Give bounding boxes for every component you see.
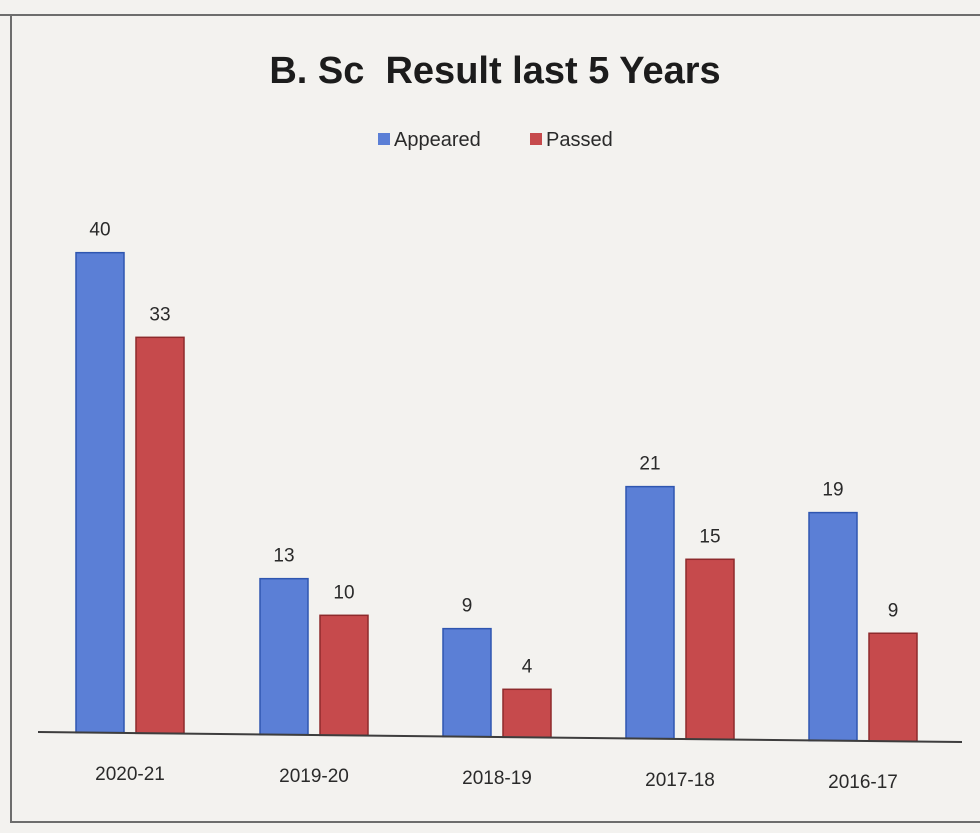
data-label-passed-2017-18: 15	[699, 526, 720, 547]
data-label-passed-2016-17: 9	[888, 600, 899, 621]
data-label-appeared-2017-18: 21	[639, 454, 660, 475]
data-label-appeared-2020-21: 40	[89, 220, 110, 241]
bar-appeared-2017-18	[625, 485, 675, 740]
x-tick-label-2017-18: 2017-18	[645, 770, 715, 791]
legend-swatch-passed	[530, 133, 542, 145]
data-label-passed-2020-21: 33	[149, 304, 170, 325]
bar-passed-2016-17	[868, 632, 918, 743]
data-labels-layer: 40 33 13 10 9 4 21 15 19 9	[89, 220, 898, 678]
x-axis-line	[37, 731, 963, 743]
x-tick-label-2020-21: 2020-21	[95, 764, 165, 785]
legend-label-passed: Passed	[546, 129, 613, 151]
data-label-passed-2018-19: 4	[522, 656, 533, 677]
legend-swatch-appeared	[378, 133, 390, 145]
data-label-appeared-2019-20: 13	[273, 546, 294, 567]
bar-passed-2019-20	[319, 614, 369, 737]
chart-title: B. Sc Result last 5 Years	[269, 50, 720, 92]
legend-label-appeared: Appeared	[394, 129, 481, 151]
x-tick-label-2016-17: 2016-17	[828, 772, 898, 793]
bar-appeared-2020-21	[75, 251, 125, 734]
data-label-appeared-2018-19: 9	[462, 596, 473, 617]
bar-passed-2017-18	[685, 558, 735, 741]
bars-layer	[75, 251, 918, 743]
bar-appeared-2018-19	[442, 627, 492, 738]
data-label-appeared-2016-17: 19	[822, 480, 843, 501]
frame-top-border	[0, 14, 980, 16]
x-tick-label-2018-19: 2018-19	[462, 768, 532, 789]
frame-left-border	[10, 14, 12, 822]
legend: Appeared Passed	[378, 129, 613, 151]
bar-appeared-2016-17	[808, 511, 858, 742]
x-tick-labels: 2020-21 2019-20 2018-19 2017-18 2016-17	[95, 764, 898, 793]
frame-bottom-border	[10, 821, 980, 823]
bar-passed-2020-21	[135, 336, 185, 735]
data-label-passed-2019-20: 10	[333, 582, 354, 603]
bar-appeared-2019-20	[259, 577, 309, 736]
bar-passed-2018-19	[502, 688, 552, 739]
x-tick-label-2019-20: 2019-20	[279, 766, 349, 787]
